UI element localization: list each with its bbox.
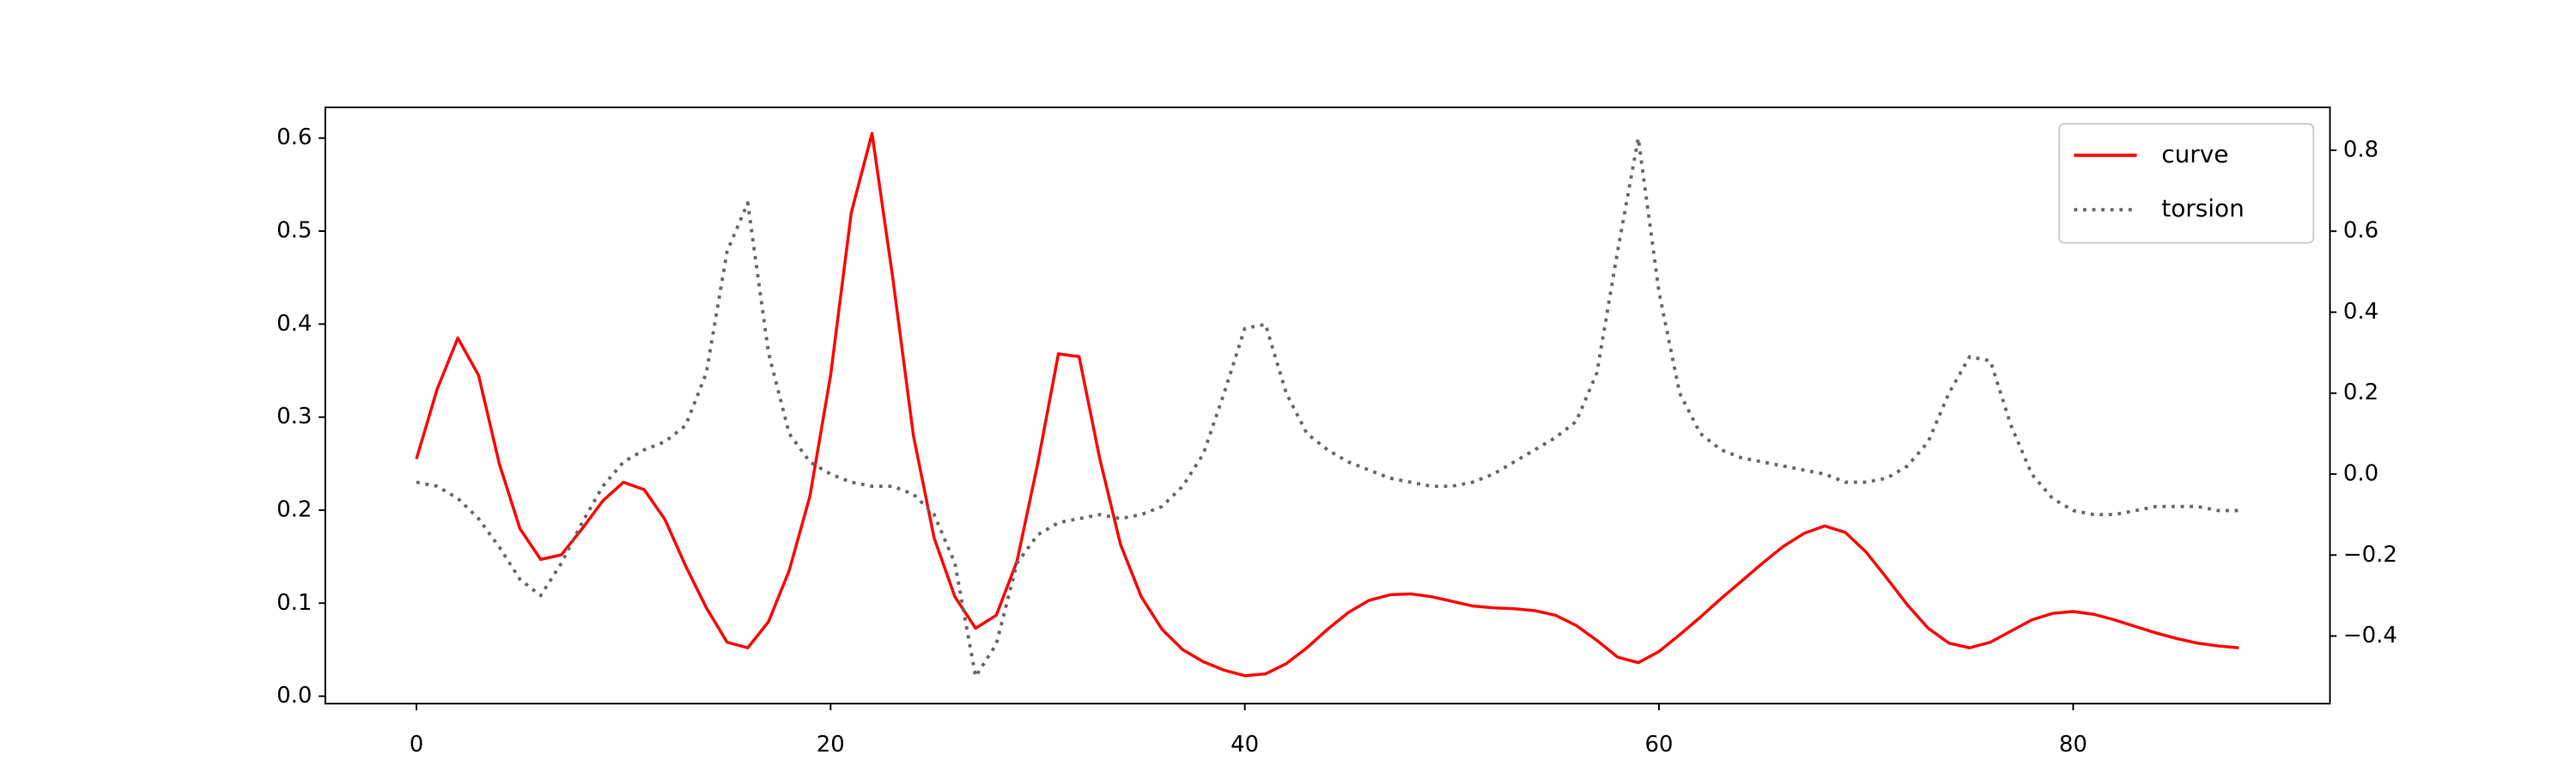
x-tick-label: 20 bbox=[817, 732, 845, 758]
y-tick-label: 0.1 bbox=[276, 590, 312, 616]
series-line bbox=[416, 136, 2239, 679]
y-tick-label: 0.0 bbox=[276, 683, 312, 709]
y-tick-label: 0.5 bbox=[276, 218, 312, 244]
y-tick-label: 0.3 bbox=[276, 404, 312, 429]
series-line bbox=[415, 131, 2239, 678]
y-tick-label: 0.2 bbox=[276, 496, 312, 522]
x-tick-label: 0 bbox=[410, 732, 424, 758]
x-tick-label: 80 bbox=[2059, 732, 2087, 758]
y2-tick-label: −0.2 bbox=[2343, 542, 2397, 568]
y2-tick-label: 0.8 bbox=[2343, 137, 2379, 162]
y-tick-label: 0.4 bbox=[276, 311, 312, 337]
legend-label: curve bbox=[2161, 140, 2228, 168]
x-tick-label: 40 bbox=[1230, 732, 1259, 758]
y2-tick-label: −0.4 bbox=[2343, 623, 2397, 648]
y2-tick-label: 0.4 bbox=[2343, 299, 2379, 325]
y2-tick-label: 0.2 bbox=[2343, 380, 2379, 405]
y-tick-label: 0.6 bbox=[276, 125, 312, 150]
x-tick-label: 60 bbox=[1645, 732, 1674, 758]
y2-tick-label: 0.6 bbox=[2343, 218, 2379, 244]
plot-frame bbox=[324, 107, 2331, 705]
legend-label: torsion bbox=[2161, 194, 2244, 222]
y2-tick-label: 0.0 bbox=[2343, 461, 2379, 487]
